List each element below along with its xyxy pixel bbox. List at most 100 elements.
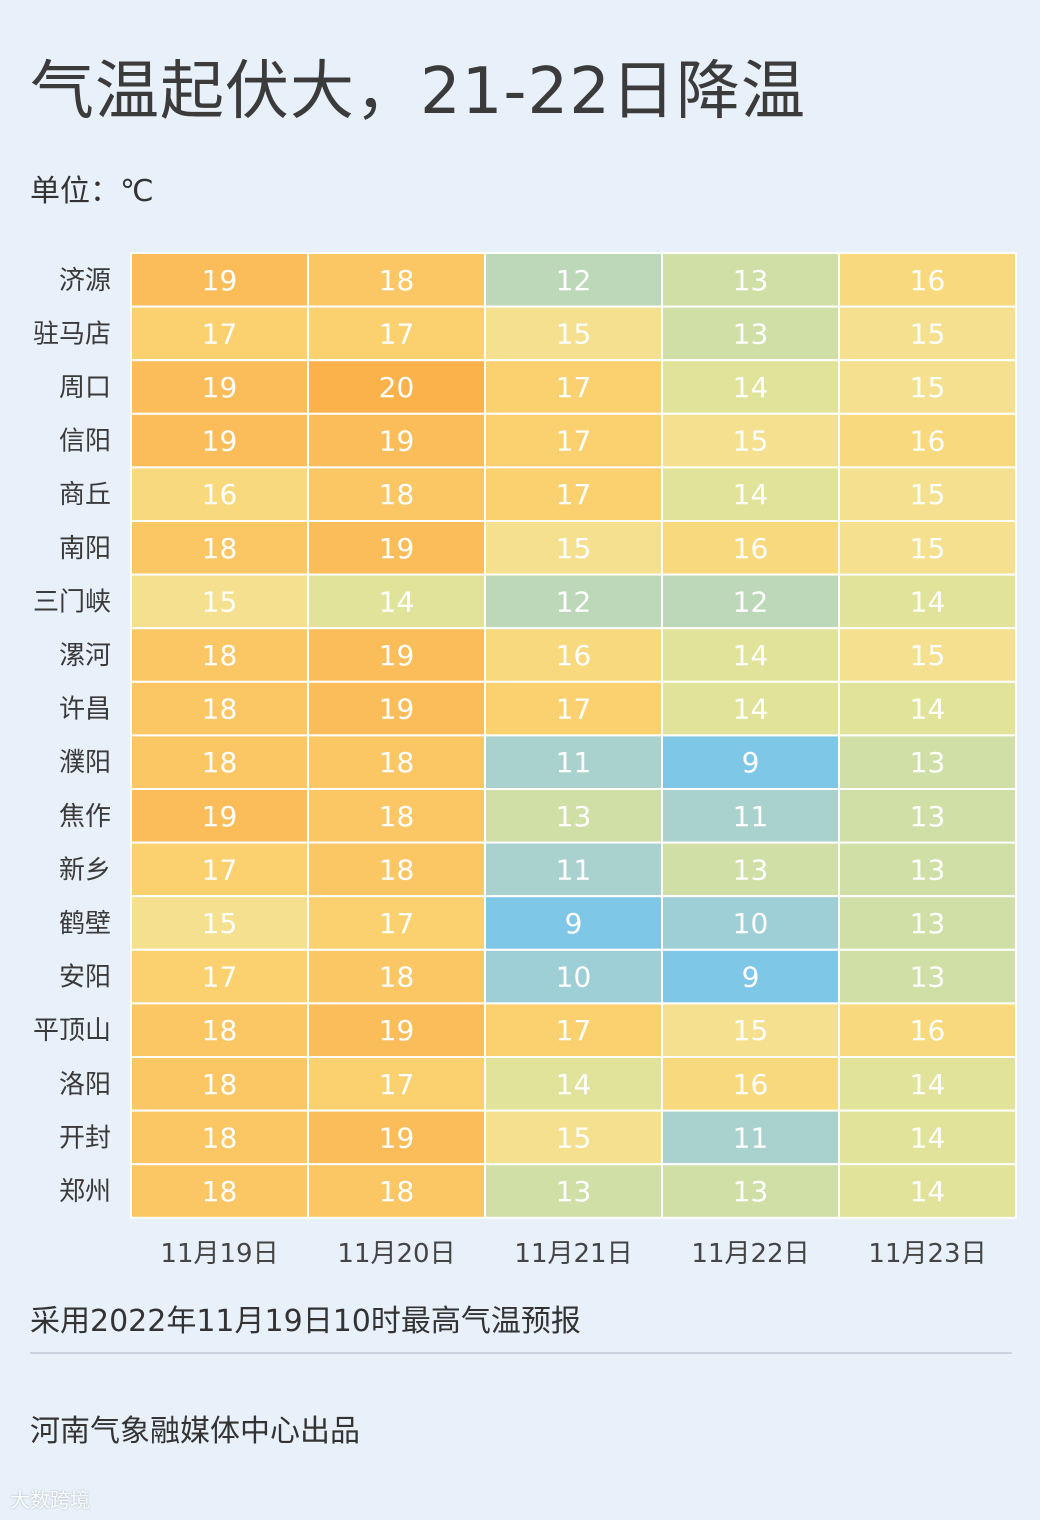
cell-value: 18 (379, 264, 415, 297)
heatmap-cell (661, 1109, 840, 1166)
cell-value: 14 (910, 1068, 946, 1101)
cell-value: 15 (202, 907, 238, 940)
heatmap-cell (661, 734, 840, 791)
heatmap-cell (130, 788, 309, 844)
heatmap-cell (130, 520, 309, 576)
heatmap-cell (307, 1002, 486, 1059)
cell-value: 17 (379, 1068, 415, 1101)
heatmap-cell (307, 305, 486, 362)
cell-value: 19 (202, 264, 238, 297)
cell-value: 17 (202, 961, 238, 994)
cell-value: 19 (202, 800, 238, 833)
cell-value: 14 (733, 639, 769, 672)
cell-value: 18 (202, 693, 238, 726)
cell-value: 18 (379, 1175, 415, 1208)
cell-value: 18 (202, 1175, 238, 1208)
cell-value: 18 (202, 1068, 238, 1101)
row-label: 驻马店 (33, 319, 111, 349)
forecast-note: 采用2022年11月19日10时最高气温预报 (30, 1304, 581, 1339)
cell-value: 17 (556, 1014, 592, 1047)
row-label: 平顶山 (33, 1016, 111, 1046)
cell-value: 18 (202, 532, 238, 565)
row-label: 鹤壁 (59, 909, 111, 939)
row-label: 商丘 (59, 480, 111, 510)
column-label: 11月20日 (337, 1239, 455, 1269)
cell-value: 17 (556, 478, 592, 511)
heatmap-cell (838, 573, 1017, 630)
heatmap-cell (484, 841, 663, 898)
cell-value: 13 (910, 746, 946, 779)
column-label: 11月19日 (160, 1239, 278, 1269)
heatmap-cell (838, 841, 1017, 898)
heatmap-cell (130, 1002, 309, 1059)
cell-value: 19 (202, 371, 238, 404)
cell-value: 11 (733, 1121, 769, 1154)
cell-value: 13 (910, 961, 946, 994)
cell-value: 16 (556, 639, 592, 672)
heatmap-cell (838, 412, 1017, 469)
cell-value: 14 (556, 1068, 592, 1101)
cell-value: 18 (379, 478, 415, 511)
cell-value: 14 (910, 1175, 946, 1208)
heatmap-cell (484, 305, 663, 362)
cell-value: 17 (556, 693, 592, 726)
heatmap-cell (838, 305, 1017, 362)
heatmap-cell (838, 466, 1017, 522)
cell-value: 13 (556, 800, 592, 833)
cell-value: 18 (379, 800, 415, 833)
heatmap-cell (838, 1109, 1017, 1166)
cell-value: 18 (379, 961, 415, 994)
credit-text: 河南气象融媒体中心出品 (30, 1414, 360, 1449)
heatmap-cell (484, 466, 663, 522)
cell-value: 14 (733, 693, 769, 726)
heatmap-cell (838, 252, 1017, 308)
cell-value: 15 (556, 317, 592, 350)
cell-value: 16 (733, 532, 769, 565)
heatmap-cell (307, 412, 486, 469)
heatmap-cell (661, 359, 840, 415)
row-label: 南阳 (59, 534, 111, 564)
row-label: 开封 (59, 1123, 111, 1153)
cell-value: 16 (910, 264, 946, 297)
cell-value: 17 (379, 317, 415, 350)
heatmap-cell (307, 788, 486, 844)
heatmap-cell (307, 520, 486, 576)
divider (30, 1352, 1012, 1354)
cell-value: 12 (556, 264, 592, 297)
cell-value: 14 (379, 585, 415, 618)
heatmap-cell (484, 680, 663, 737)
temperature-heatmap: 济源 19 18 12 13 16 驻马店 17 17 15 13 15 周口 19 20 17 14 15 信阳 1… (33, 252, 1017, 1269)
heatmap-cell (307, 573, 486, 630)
heatmap-cell (484, 627, 663, 683)
cell-value: 14 (910, 585, 946, 618)
cell-value: 18 (202, 1014, 238, 1047)
cell-value: 15 (910, 639, 946, 672)
heatmap-cell (307, 841, 486, 898)
column-label: 11月22日 (691, 1239, 809, 1269)
heatmap-cell (838, 1163, 1017, 1219)
unit-label: 单位：℃ (30, 174, 154, 209)
cell-value: 15 (202, 585, 238, 618)
cell-value: 13 (733, 317, 769, 350)
cell-value: 13 (733, 264, 769, 297)
heatmap-cell (838, 680, 1017, 737)
cell-value: 19 (379, 425, 415, 458)
cell-value: 12 (733, 585, 769, 618)
row-label: 周口 (59, 373, 111, 403)
cell-value: 9 (742, 746, 760, 779)
cell-value: 14 (733, 371, 769, 404)
heatmap-cell (307, 627, 486, 683)
cell-value: 15 (733, 425, 769, 458)
cell-value: 18 (202, 639, 238, 672)
heatmap-cell (307, 359, 486, 415)
heatmap-cell (130, 895, 309, 951)
cell-value: 10 (556, 961, 592, 994)
cell-value: 17 (556, 425, 592, 458)
watermark: 大数跨境 (10, 1488, 90, 1512)
cell-value: 17 (379, 907, 415, 940)
cell-value: 16 (733, 1068, 769, 1101)
cell-value: 9 (742, 961, 760, 994)
cell-value: 16 (910, 425, 946, 458)
cell-value: 19 (379, 1121, 415, 1154)
heatmap-cell (130, 1056, 309, 1112)
